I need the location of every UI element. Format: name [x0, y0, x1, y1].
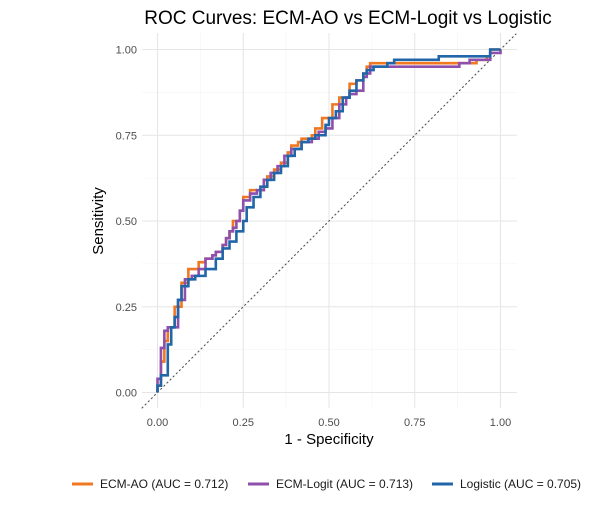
legend-label-3: Logistic (AUC = 0.705)	[460, 477, 581, 491]
x-tick-labels: 0.00 0.25 0.50 0.75 1.00	[147, 417, 511, 429]
x-axis-title: 1 - Specificity	[284, 431, 374, 448]
legend-label-1: ECM-AO (AUC = 0.712)	[100, 477, 228, 491]
y-tick-labels: 0.00 0.25 0.50 0.75 1.00	[116, 45, 137, 400]
x-tick-label: 0.75	[404, 417, 425, 429]
reference-line-layer	[141, 33, 517, 409]
y-axis-title: Sensitivity	[90, 187, 107, 255]
x-tick-label: 0.25	[233, 417, 254, 429]
legend-label-2: ECM-Logit (AUC = 0.713)	[276, 477, 413, 491]
x-tick-label: 0.50	[318, 417, 339, 429]
x-tick-label: 1.00	[490, 417, 511, 429]
roc-series-line-2	[156, 49, 502, 393]
roc-series-line-3	[156, 48, 501, 393]
legend: ECM-AO (AUC = 0.712) ECM-Logit (AUC = 0.7…	[72, 477, 581, 491]
reference-diagonal-line	[141, 33, 517, 409]
chart-title: ROC Curves: ECM-AO vs ECM-Logit vs Logis…	[144, 8, 552, 29]
y-tick-label: 0.50	[116, 216, 137, 228]
x-tick-label: 0.00	[147, 417, 168, 429]
y-tick-label: 0.25	[116, 302, 137, 314]
y-tick-label: 1.00	[116, 45, 137, 57]
series-layer	[156, 48, 502, 393]
y-tick-label: 0.75	[116, 130, 137, 142]
y-tick-label: 0.00	[116, 388, 137, 400]
major-gridlines	[142, 33, 517, 408]
